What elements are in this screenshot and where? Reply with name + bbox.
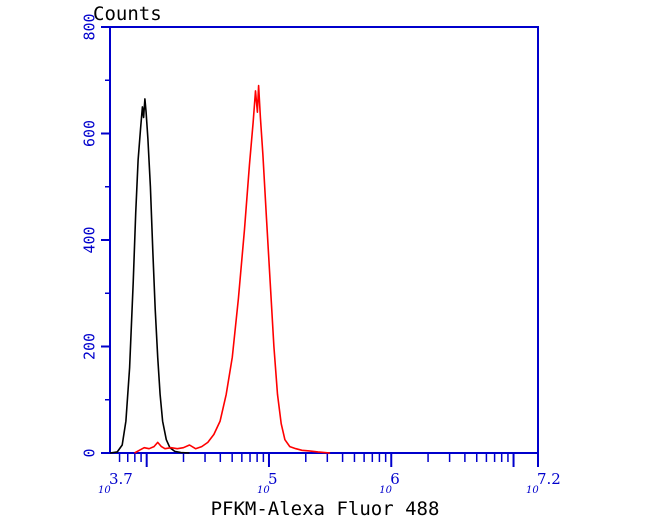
y-axis: 0 200 400 600 800 bbox=[81, 13, 110, 458]
y-axis-label: Counts bbox=[93, 3, 162, 25]
x-axis-label: PFKM-Alexa Fluor 488 bbox=[211, 498, 440, 520]
x-tick-exponent: 7.2 bbox=[537, 470, 561, 488]
y-tick-label: 800 bbox=[81, 13, 99, 40]
y-tick-label: 600 bbox=[81, 120, 99, 147]
series-layer bbox=[109, 84, 331, 454]
y-tick-label: 200 bbox=[81, 333, 99, 360]
x-tick-exponent: 6 bbox=[390, 470, 400, 488]
y-tick-label: 400 bbox=[81, 226, 99, 253]
series-line-2 bbox=[134, 84, 331, 454]
x-tick-label: 106 bbox=[379, 470, 400, 496]
x-tick-exponent: 5 bbox=[268, 470, 278, 488]
x-tick-base: 10 bbox=[98, 485, 111, 496]
x-tick-base: 10 bbox=[379, 485, 392, 496]
x-tick-base: 10 bbox=[526, 485, 539, 496]
y-tick-label: 0 bbox=[81, 448, 99, 457]
series-line-1 bbox=[109, 98, 190, 454]
x-tick-label: 103.7 bbox=[98, 470, 133, 496]
x-tick-label: 107.2 bbox=[526, 470, 561, 496]
x-tick-label: 105 bbox=[257, 470, 278, 496]
plot-frame bbox=[109, 26, 539, 454]
x-tick-exponent: 3.7 bbox=[109, 470, 133, 488]
x-tick-base: 10 bbox=[257, 485, 270, 496]
